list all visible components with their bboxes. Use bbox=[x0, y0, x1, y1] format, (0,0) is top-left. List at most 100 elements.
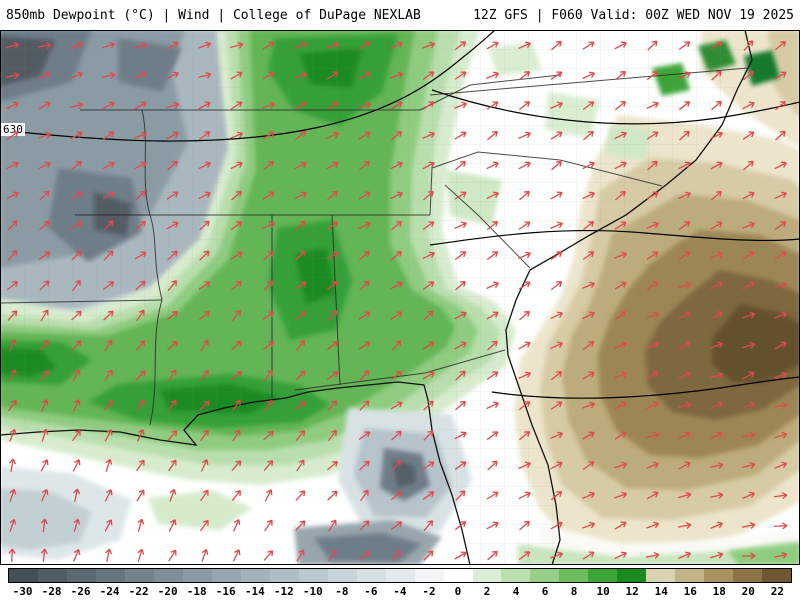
colorbar-tick-label: 0 bbox=[454, 585, 462, 598]
contour-lines bbox=[0, 30, 800, 399]
wind-arrow bbox=[646, 461, 660, 469]
wind-arrow bbox=[199, 250, 210, 261]
dewpoint-region bbox=[744, 50, 780, 86]
wind-arrow bbox=[358, 221, 371, 230]
wind-arrow bbox=[230, 131, 244, 139]
wind-arrow bbox=[231, 460, 242, 471]
wind-arrow bbox=[455, 370, 466, 381]
wind-arrow bbox=[582, 251, 595, 261]
wind-arrow bbox=[550, 551, 564, 559]
wind-arrow bbox=[550, 371, 563, 381]
wind-arrow bbox=[262, 191, 275, 200]
wind-arrow bbox=[646, 71, 659, 81]
wind-arrow bbox=[358, 191, 371, 200]
wind-arrow bbox=[614, 341, 627, 350]
wind-arrow bbox=[103, 250, 114, 261]
wind-arrow bbox=[358, 101, 372, 109]
wind-arrow bbox=[487, 340, 498, 351]
wind-arrow bbox=[166, 71, 179, 80]
wind-arrow bbox=[135, 280, 146, 291]
wind-arrow bbox=[103, 400, 114, 411]
wind-arrow bbox=[294, 41, 307, 50]
wind-arrow bbox=[262, 41, 275, 50]
wind-arrow bbox=[39, 339, 50, 352]
wind-arrow bbox=[103, 310, 114, 321]
wind-arrow bbox=[678, 431, 691, 440]
wind-arrow bbox=[486, 431, 499, 441]
wind-arrow bbox=[198, 101, 211, 110]
wind-arrow bbox=[39, 370, 50, 381]
wind-arrow bbox=[582, 521, 596, 529]
wind-arrow bbox=[262, 221, 275, 230]
wind-arrow bbox=[454, 71, 467, 80]
wind-arrow bbox=[486, 401, 499, 410]
wind-arrow bbox=[486, 281, 499, 290]
wind-arrow bbox=[390, 490, 403, 501]
wind-arrow bbox=[390, 370, 403, 381]
wind-arrow bbox=[295, 520, 306, 531]
wind-arrow bbox=[422, 131, 435, 139]
wind-arrow bbox=[709, 461, 724, 469]
wind-arrow bbox=[232, 429, 241, 442]
wind-arrow bbox=[742, 401, 755, 409]
wind-arrow bbox=[614, 41, 627, 50]
wind-arrow bbox=[6, 41, 20, 49]
wind-arrow bbox=[104, 339, 113, 352]
wind-arrow bbox=[295, 430, 306, 441]
wind-arrow bbox=[328, 519, 337, 532]
wind-arrow bbox=[327, 400, 338, 411]
colorbar-segment bbox=[356, 569, 386, 582]
wind-arrow bbox=[423, 550, 434, 561]
wind-arrow bbox=[422, 41, 436, 49]
wind-arrow bbox=[166, 160, 178, 171]
dewpoint-region bbox=[0, 488, 92, 550]
title-bar: 850mb Dewpoint (°C) | Wind | College of … bbox=[0, 0, 800, 30]
wind-arrow bbox=[166, 101, 180, 109]
wind-arrow bbox=[198, 281, 211, 290]
colorbar-tick-label: 2 bbox=[483, 585, 491, 598]
wind-arrow bbox=[134, 161, 147, 170]
wind-arrow bbox=[230, 221, 243, 231]
wind-arrow bbox=[230, 370, 243, 381]
wind-arrow bbox=[678, 401, 692, 409]
wind-arrow bbox=[423, 430, 434, 441]
colorbar-tick-label: 10 bbox=[596, 585, 610, 598]
wind-arrow bbox=[73, 488, 81, 503]
wind-arrow bbox=[518, 551, 531, 561]
wind-arrow bbox=[70, 191, 83, 200]
wind-arrow bbox=[264, 519, 273, 532]
wind-arrow bbox=[230, 71, 243, 80]
wind-arrow bbox=[454, 191, 467, 200]
wind-arrow bbox=[550, 311, 563, 320]
wind-arrow bbox=[101, 71, 116, 79]
wind-arrow bbox=[487, 460, 498, 471]
wind-arrow bbox=[486, 161, 499, 170]
wind-arrow bbox=[359, 370, 370, 381]
wind-arrow bbox=[390, 191, 403, 200]
wind-arrow bbox=[102, 281, 115, 291]
wind-arrow bbox=[582, 221, 595, 231]
colorbar-segment bbox=[646, 569, 676, 582]
wind-arrow bbox=[166, 41, 179, 50]
colorbar-tick-label: -18 bbox=[186, 585, 207, 598]
colorbar-segment bbox=[327, 569, 357, 582]
wind-arrow bbox=[231, 489, 242, 502]
wind-arrow bbox=[326, 460, 338, 471]
wind-arrow bbox=[105, 458, 113, 472]
colorbar-segment bbox=[95, 569, 125, 582]
wind-arrow bbox=[518, 430, 531, 441]
wind-arrow bbox=[262, 101, 276, 109]
wind-arrow bbox=[167, 250, 178, 261]
wind-arrow bbox=[359, 280, 370, 291]
wind-arrow bbox=[40, 489, 49, 502]
wind-arrow bbox=[326, 281, 339, 291]
wind-arrow bbox=[614, 431, 627, 440]
wind-arrow bbox=[774, 100, 787, 111]
wind-arrow bbox=[582, 71, 595, 80]
colorbar-tick-label: -12 bbox=[273, 585, 294, 598]
wind-arrow bbox=[454, 461, 467, 470]
wind-arrow bbox=[294, 71, 308, 79]
wind-arrow bbox=[646, 491, 659, 500]
wind-arrow bbox=[327, 310, 338, 321]
wind-arrow bbox=[295, 370, 306, 381]
